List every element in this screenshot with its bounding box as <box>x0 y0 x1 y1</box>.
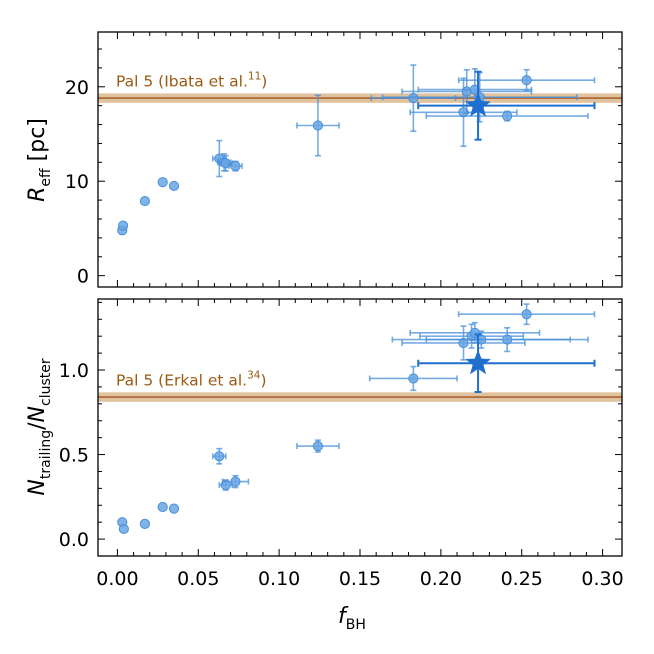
x-tick-label: 0.20 <box>420 568 462 590</box>
y-tick-label: 0 <box>77 266 89 288</box>
marker <box>220 158 231 169</box>
data-point <box>139 518 151 529</box>
data-point <box>118 523 129 535</box>
marker <box>139 518 151 529</box>
data-point <box>296 94 340 157</box>
x-tick-label: 0.10 <box>258 568 300 590</box>
data-point <box>218 154 234 172</box>
axes-frame <box>97 31 623 288</box>
marker <box>230 161 241 172</box>
y-tick-label: 20 <box>65 77 89 99</box>
y-tick-label: 10 <box>65 171 89 193</box>
data-point <box>457 68 596 92</box>
marker <box>408 93 419 104</box>
data-point <box>296 439 340 453</box>
data-point <box>117 220 129 231</box>
marker <box>139 195 151 207</box>
y-tick-label: 0.0 <box>59 529 89 551</box>
x-tick-label: 0.15 <box>339 568 381 590</box>
bottom-panel: Pal 5 (Erkal et al.34) 0.00 0.05 0.10 0.15 0.… <box>59 298 624 590</box>
marker <box>521 309 532 320</box>
marker <box>157 177 168 188</box>
marker <box>157 501 168 513</box>
band-label: Pal 5 (Ibata et al.11) <box>116 70 267 90</box>
pal5-highlight-point <box>417 70 596 141</box>
data-point <box>221 474 250 489</box>
data-point <box>228 160 243 172</box>
marker <box>168 180 180 192</box>
xlabel: fBH <box>338 604 366 633</box>
data-point <box>425 326 589 353</box>
data-point <box>457 303 596 326</box>
data-point <box>168 180 180 192</box>
star-marker <box>465 349 492 375</box>
band-label: Pal 5 (Erkal et al.34) <box>116 369 267 389</box>
axes-frame <box>97 298 623 557</box>
marker <box>230 476 241 487</box>
marker <box>502 334 513 345</box>
x-tick-label: 0.30 <box>581 568 623 590</box>
y-tick-label: 0.5 <box>59 445 89 467</box>
x-tick-label: 0.00 <box>96 568 138 590</box>
marker <box>214 451 225 462</box>
data-point <box>139 195 151 207</box>
marker <box>458 337 469 349</box>
marker <box>521 75 532 86</box>
bottom-ylabel: Ntrailing/Ncluster <box>25 358 54 495</box>
pal5-highlight-point <box>417 333 596 393</box>
marker <box>312 120 324 131</box>
x-tick-label: 0.25 <box>501 568 543 590</box>
marker <box>168 503 180 514</box>
marker <box>220 479 231 491</box>
star-marker <box>465 91 492 117</box>
data-point <box>157 177 168 188</box>
data-point <box>168 503 180 514</box>
data-point <box>370 64 457 132</box>
marker <box>502 110 513 122</box>
data-point <box>212 447 227 465</box>
top-ylabel: Reff [pc] <box>25 118 54 202</box>
marker <box>458 107 469 118</box>
marker <box>118 523 129 535</box>
marker <box>408 373 419 384</box>
data-point <box>425 110 589 122</box>
data-point <box>401 68 533 115</box>
top-panel: Pal 5 (Ibata et al.11) 0 10 20 <box>65 31 623 288</box>
marker <box>312 440 324 452</box>
data-point <box>368 365 458 392</box>
y-tick-label: 1.0 <box>59 360 89 382</box>
data-point <box>157 501 168 513</box>
x-tick-label: 0.05 <box>177 568 219 590</box>
marker <box>117 220 129 231</box>
